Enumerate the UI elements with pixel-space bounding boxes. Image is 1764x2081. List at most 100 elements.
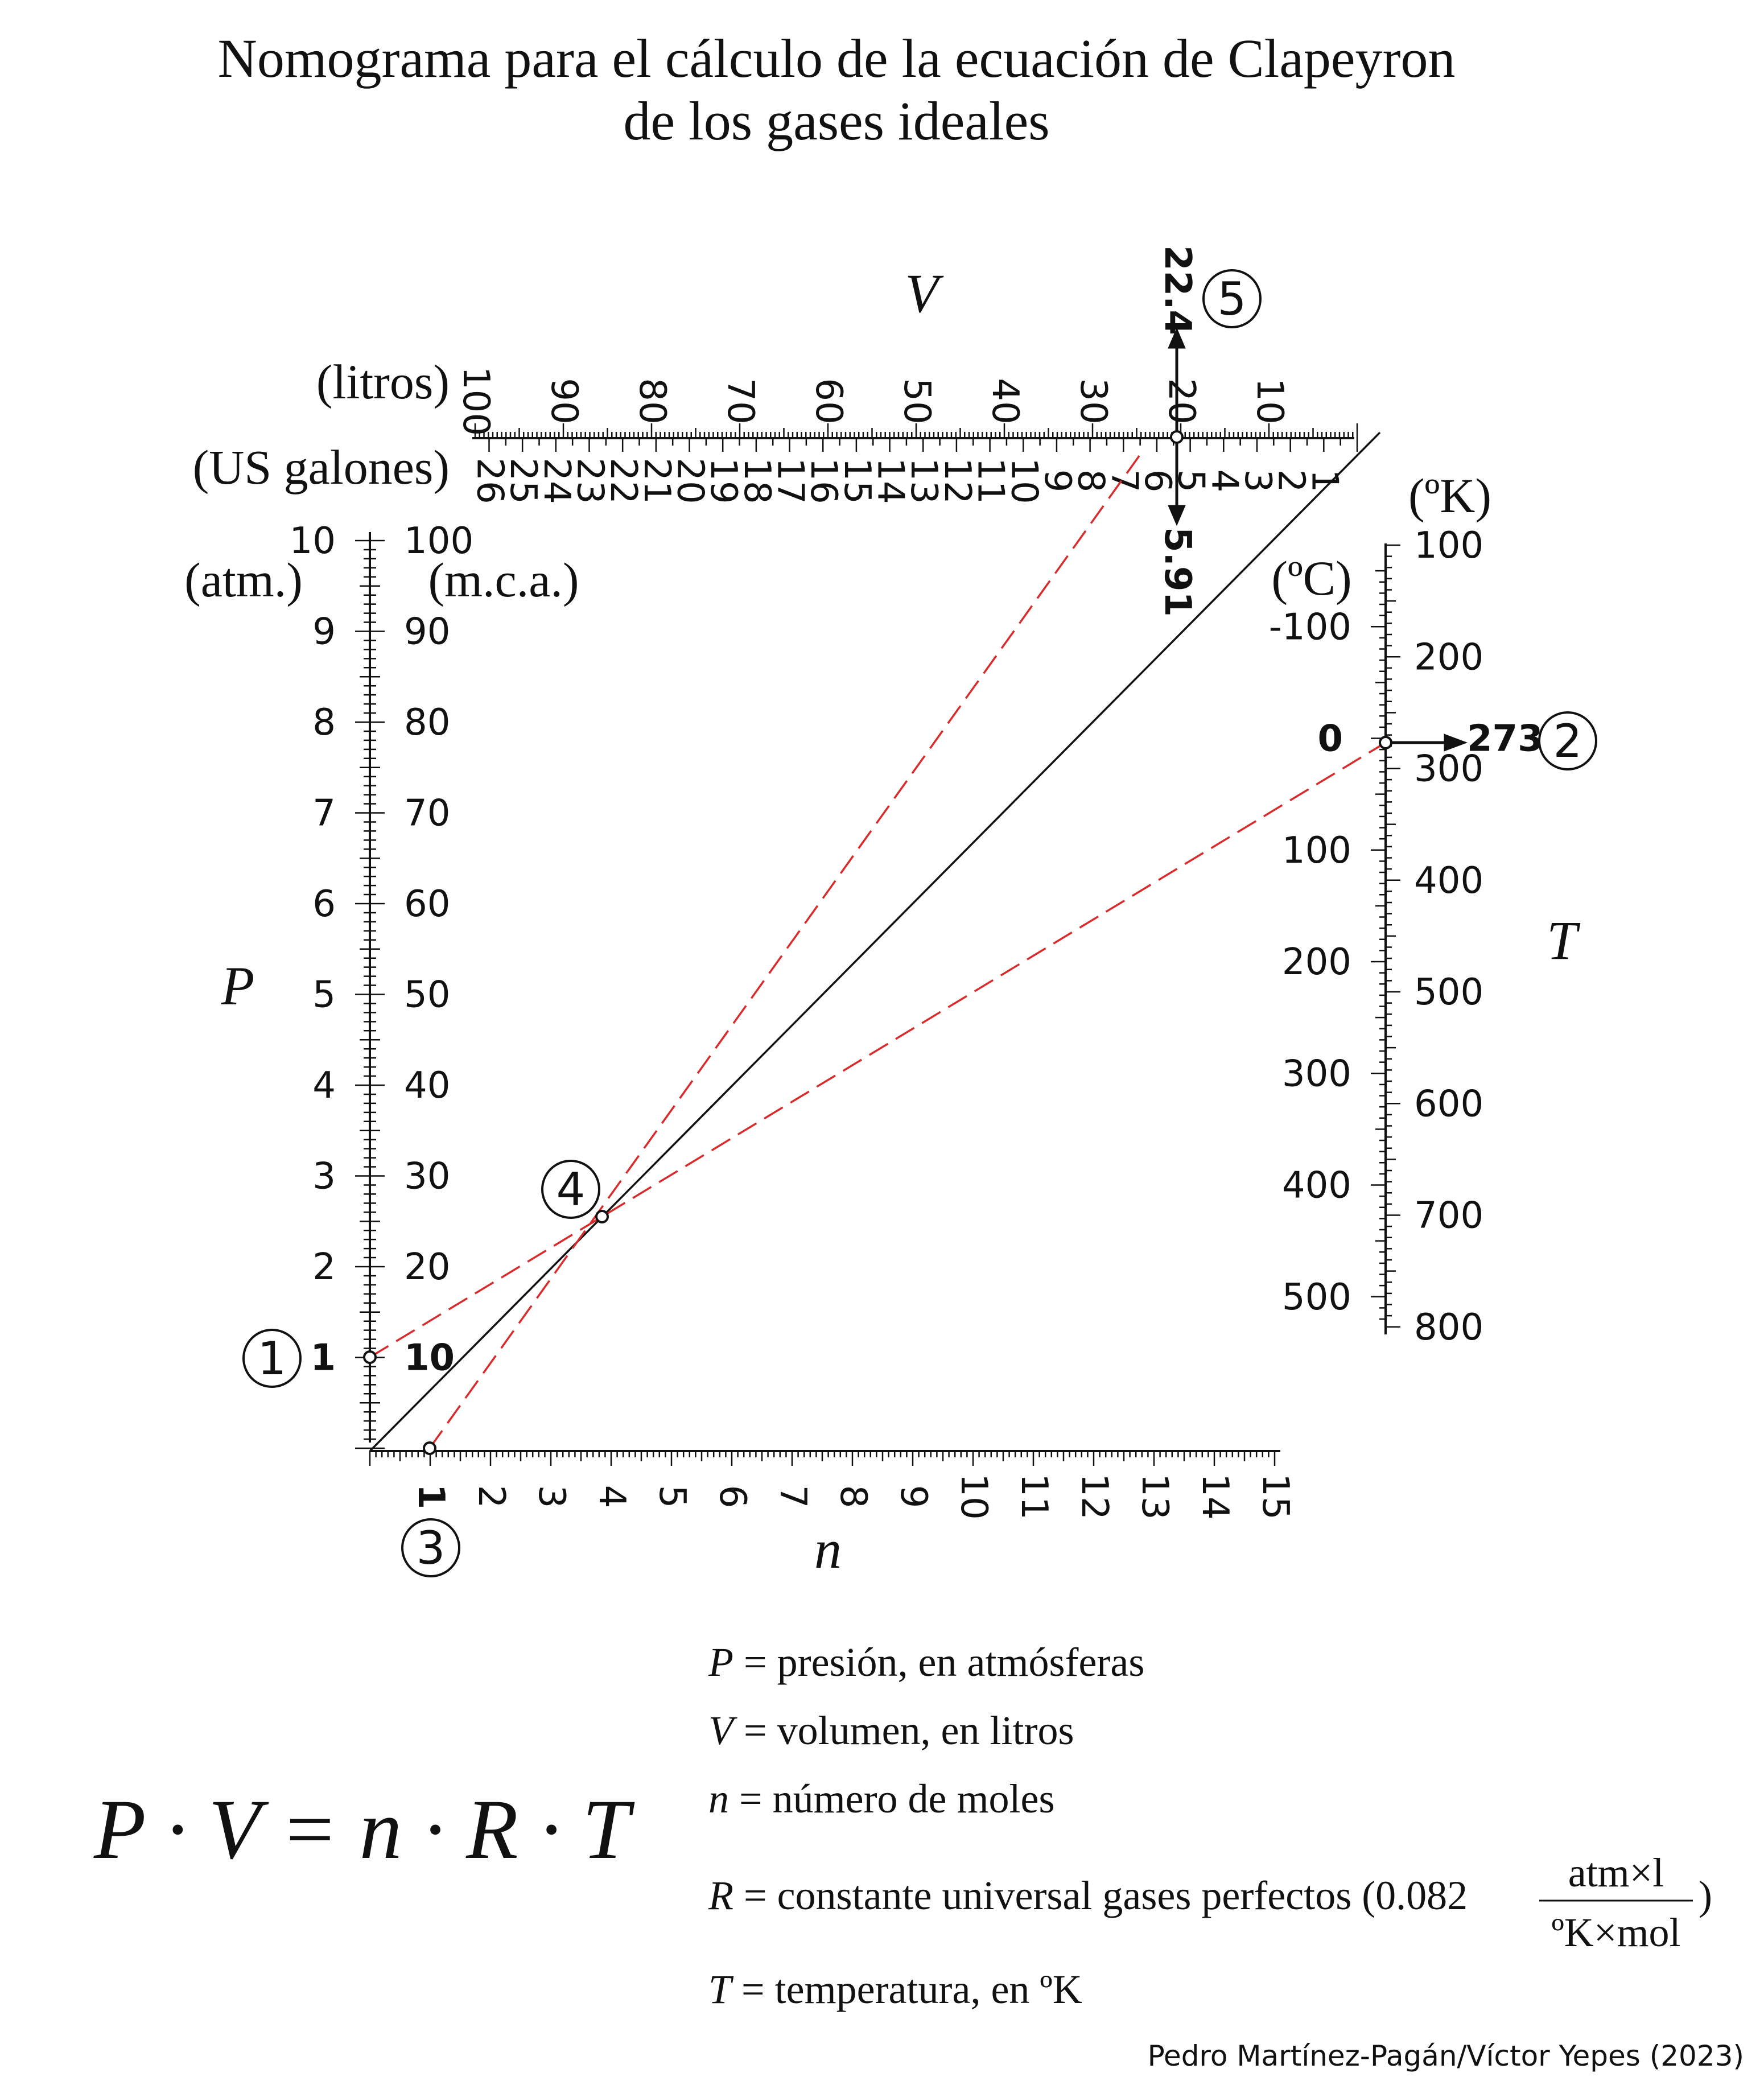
n-highlight: 1 — [410, 1484, 452, 1510]
p-tick-label-mca: 60 — [404, 883, 450, 925]
t-tick-label-kelvin: 300 — [1414, 748, 1483, 790]
n-tick-label: 15 — [1254, 1473, 1296, 1519]
t-axis: 100 200 300 400 500 600 700 800 -100 100 200 300 400… — [1269, 525, 1543, 1349]
legend-v: V = volumen, en litros — [708, 1708, 1074, 1753]
n-tick-label: 8 — [832, 1485, 874, 1509]
t-axis-name: T — [1547, 910, 1581, 971]
formula-main: P · V = n · R · T — [93, 1782, 635, 1877]
v-unit-litros: (litros) — [316, 355, 450, 409]
pivot-point-marker — [595, 1210, 609, 1223]
n-tick-label: 11 — [1013, 1473, 1055, 1519]
p-point-marker — [363, 1350, 377, 1364]
v-tick-label-galones: 19 — [702, 458, 744, 504]
v-tick-label-litros: 100 — [455, 366, 497, 436]
svg-text:5: 5 — [1218, 273, 1247, 325]
t-tick-label-kelvin: 100 — [1414, 525, 1483, 567]
t-tick-label-celsius: 500 — [1282, 1276, 1351, 1318]
r-units-numerator: atm×l — [1568, 1850, 1664, 1895]
t-tick-label-celsius: 100 — [1282, 830, 1351, 872]
v-tick-label-litros: 50 — [896, 378, 938, 424]
n-tick-label: 5 — [651, 1485, 693, 1509]
p-tick-label-mca: 80 — [404, 702, 450, 744]
p-tick-label-atm: 10 — [290, 520, 336, 562]
step-marker-2: 2 — [1538, 711, 1597, 770]
v-tick-label-galones: 10 — [1003, 458, 1045, 504]
p-tick-label-mca: 40 — [404, 1065, 450, 1107]
v-tick-label-galones: 11 — [970, 458, 1012, 504]
p-tick-label-atm: 4 — [312, 1065, 336, 1107]
v-point-marker — [1170, 430, 1184, 444]
step-marker-5: 5 — [1202, 269, 1262, 328]
v-tick-label-galones: 18 — [736, 458, 778, 504]
p-tick-label-atm: 3 — [312, 1156, 336, 1198]
v-tick-label-galones: 8 — [1070, 469, 1112, 493]
diagonal-line — [369, 431, 1381, 1452]
v-tick-label-litros: 60 — [807, 378, 850, 424]
v-tick-label-galones: 23 — [569, 458, 611, 504]
t-tick-label-kelvin: 600 — [1414, 1083, 1483, 1125]
step-marker-1: 1 — [242, 1329, 302, 1388]
v-tick-label-galones: 26 — [468, 458, 510, 504]
n-tick-label: 7 — [772, 1485, 814, 1509]
r-units-denominator: ºK×mol — [1552, 1910, 1681, 1955]
n-axis: 2 3 4 5 6 7 8 9 10 11 12 13 14 15 1 — [369, 1451, 1296, 1520]
v-tick-label-galones: 4 — [1203, 469, 1245, 493]
t-unit-celsius: (ºC) — [1271, 551, 1351, 605]
p-unit-atm: (atm.) — [184, 553, 303, 607]
v-tick-label-litros: 30 — [1072, 378, 1114, 424]
t-unit-kelvin: (ºK) — [1408, 468, 1491, 523]
p-tick-label-mca: 100 — [404, 520, 473, 562]
p-axis-name: P — [221, 955, 255, 1016]
step-marker-3: 3 — [401, 1518, 460, 1577]
p-tick-label-mca: 50 — [404, 974, 450, 1016]
p-tick-label-atm: 9 — [312, 611, 336, 653]
v-tick-label-galones: 25 — [502, 458, 544, 504]
title-line-1: Nomograma para el cálculo de la ecuación… — [218, 28, 1456, 89]
p-tick-label-atm: 2 — [312, 1246, 336, 1288]
v-tick-label-galones: 6 — [1136, 469, 1178, 493]
n-point-marker — [423, 1441, 436, 1455]
v-axis: 100 90 80 70 60 50 40 30 20 102625242322212019181… — [455, 245, 1358, 617]
svg-text:1: 1 — [258, 1332, 287, 1385]
n-axis-name: n — [814, 1519, 842, 1580]
v-highlight-arrows — [1168, 327, 1186, 526]
credit: Pedro Martínez-Pagán/Víctor Yepes (2023) — [1148, 2039, 1744, 2072]
step-marker-4: 4 — [541, 1160, 600, 1219]
t-highlight-arrow — [1386, 733, 1468, 752]
v-tick-label-litros: 90 — [543, 378, 585, 424]
t-tick-label-kelvin: 200 — [1414, 636, 1483, 678]
p-tick-label-mca: 70 — [404, 793, 450, 835]
legend: P = presión, en atmósferas V = volumen, … — [708, 1639, 1712, 2012]
v-tick-label-galones: 13 — [902, 458, 945, 504]
v-tick-label-galones: 17 — [769, 458, 811, 504]
n-tick-label: 3 — [530, 1485, 572, 1509]
v-tick-label-galones: 24 — [535, 458, 578, 504]
n-tick-label: 4 — [591, 1485, 633, 1509]
p-tick-label-atm: 5 — [312, 974, 336, 1016]
v-tick-label-galones: 22 — [602, 458, 644, 504]
v-unit-galones: (US galones) — [193, 440, 450, 495]
v-tick-label-galones: 20 — [669, 458, 711, 504]
v-tick-label-litros: 80 — [631, 378, 673, 424]
p-tick-label-mca: 20 — [404, 1246, 450, 1288]
t-tick-label-kelvin: 800 — [1414, 1307, 1483, 1349]
t-tick-label-kelvin: 700 — [1414, 1195, 1483, 1237]
n-tick-label: 10 — [953, 1473, 995, 1519]
construction-line-3-5 — [428, 448, 1145, 1449]
r-units-close: ) — [1699, 1873, 1712, 1918]
p-highlight-mca: 10 — [404, 1337, 455, 1379]
svg-text:4: 4 — [557, 1163, 586, 1216]
v-tick-label-galones: 3 — [1237, 469, 1279, 493]
t-tick-label-celsius: 400 — [1282, 1165, 1351, 1207]
legend-n: n = número de moles — [708, 1776, 1054, 1822]
n-tick-label: 6 — [711, 1485, 753, 1509]
n-tick-label: 14 — [1194, 1473, 1236, 1519]
v-axis-name: V — [905, 263, 944, 324]
legend-p: P = presión, en atmósferas — [708, 1639, 1144, 1685]
p-unit-mca: (m.c.a.) — [428, 553, 579, 607]
svg-text:2: 2 — [1553, 715, 1582, 768]
n-tick-label: 2 — [470, 1485, 512, 1509]
t-highlight-kelvin: 273 — [1467, 718, 1543, 760]
p-tick-label-mca: 90 — [404, 611, 450, 653]
